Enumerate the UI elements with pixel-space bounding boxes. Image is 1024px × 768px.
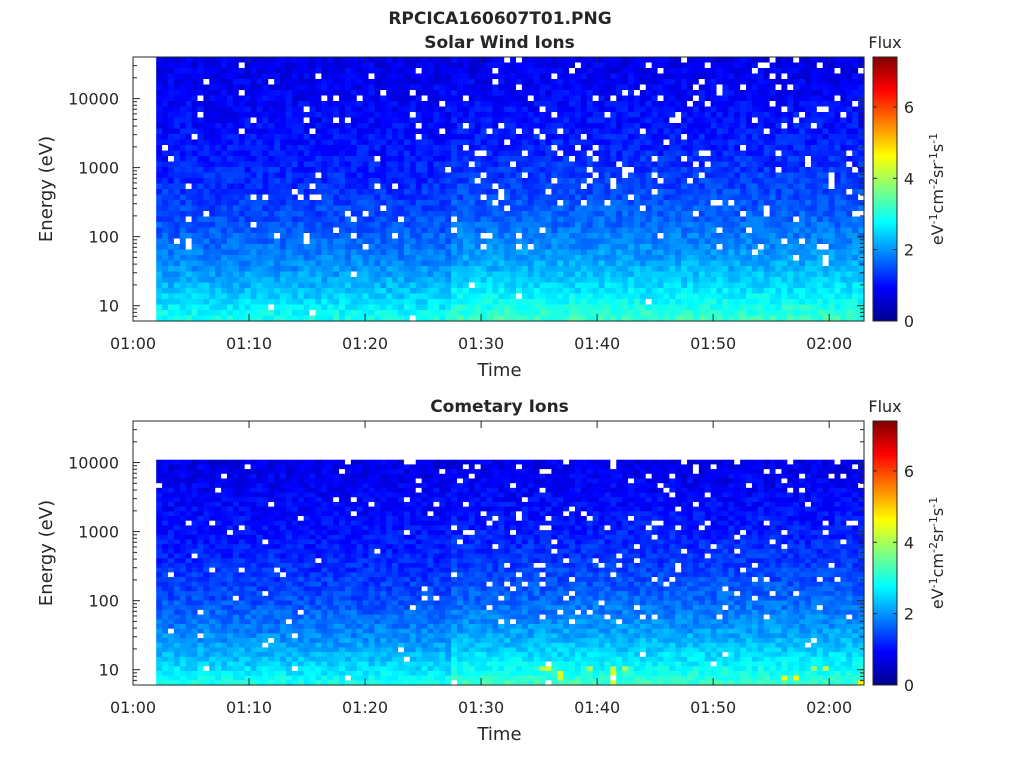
y-tick-label: 1000	[78, 159, 119, 178]
figure-title: RPCICA160607T01.PNG	[388, 9, 611, 29]
y-tick-label: 10	[99, 297, 119, 316]
colorbar-tick-label: 2	[904, 241, 914, 260]
y-axis-label: Energy (eV)	[36, 500, 57, 606]
colorbar: 0 2 4 6 Flux eV-1cm-2sr-1s-1	[868, 33, 947, 331]
colorbar-label: Flux	[868, 397, 901, 416]
y-tick-label: 10000	[68, 90, 119, 109]
x-tick-label: 01:10	[226, 334, 272, 353]
x-tick-label: 01:20	[342, 334, 388, 353]
colorbar-label: Flux	[868, 33, 901, 52]
colorbar-tick-label: 2	[904, 605, 914, 624]
colorbar-unit-label: eV-1cm-2sr-1s-1	[927, 497, 948, 609]
y-axis: 10 100 1000 10000	[68, 420, 864, 686]
heatmap	[156, 459, 865, 686]
y-axis-label: Energy (eV)	[36, 136, 57, 242]
panel-title: Cometary Ions	[430, 397, 569, 417]
x-tick-label: 01:50	[690, 334, 736, 353]
colorbar-tick-label: 0	[904, 312, 914, 331]
x-tick-label: 02:00	[806, 698, 852, 717]
axes-box	[132, 56, 865, 322]
y-tick-label: 10000	[68, 454, 119, 473]
x-tick-label: 01:00	[110, 698, 156, 717]
x-tick-label: 01:00	[110, 334, 156, 353]
colorbar-tick-label: 6	[904, 462, 914, 481]
x-axis-label: Time	[476, 724, 521, 745]
colorbar-tick-label: 4	[904, 169, 914, 188]
y-tick-label: 10	[99, 661, 119, 680]
colorbar-tick-label: 6	[904, 98, 914, 117]
x-tick-label: 01:30	[458, 334, 504, 353]
colorbar-gradient	[872, 56, 898, 322]
x-axis: 01:00 01:10 01:20 01:30 01:40 01:50 02:00	[110, 421, 852, 717]
y-tick-label: 100	[88, 228, 119, 247]
heatmap	[156, 57, 865, 322]
x-tick-label: 01:20	[342, 698, 388, 717]
axes-box	[132, 420, 865, 686]
y-tick-label: 1000	[78, 523, 119, 542]
x-tick-label: 01:10	[226, 698, 272, 717]
x-tick-label: 01:30	[458, 698, 504, 717]
colorbar-gradient	[872, 420, 898, 686]
x-tick-label: 01:40	[574, 334, 620, 353]
colorbar-tick-label: 4	[904, 533, 914, 552]
x-tick-label: 01:40	[574, 698, 620, 717]
panel-title: Solar Wind Ions	[424, 33, 575, 53]
colorbar-tick-label: 0	[904, 676, 914, 695]
colorbar: 0 2 4 6 Flux eV-1cm-2sr-1s-1	[868, 397, 947, 695]
y-axis: 10 100 1000 10000	[68, 56, 864, 322]
x-axis: 01:00 01:10 01:20 01:30 01:40 01:50 02:00	[110, 57, 852, 353]
colorbar-unit-label: eV-1cm-2sr-1s-1	[927, 133, 948, 245]
x-axis-label: Time	[476, 360, 521, 381]
x-tick-label: 02:00	[806, 334, 852, 353]
y-tick-label: 100	[88, 592, 119, 611]
x-tick-label: 01:50	[690, 698, 736, 717]
